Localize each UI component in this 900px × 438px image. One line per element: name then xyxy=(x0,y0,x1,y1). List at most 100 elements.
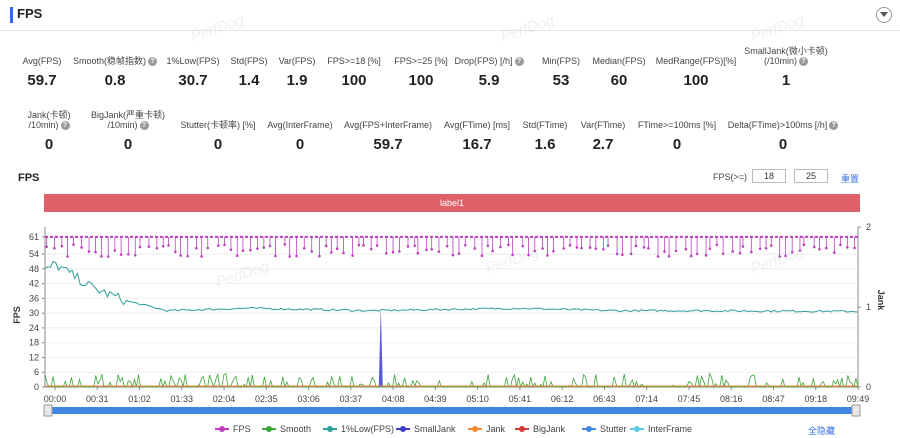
y-tick-label: 36 xyxy=(29,293,39,303)
series-fps-point xyxy=(708,247,712,250)
series-fps-point xyxy=(330,251,333,254)
help-icon[interactable]: ? xyxy=(829,121,839,131)
metric-value: 30.7 xyxy=(178,72,208,89)
x-tick-label: 01:33 xyxy=(171,394,194,404)
metric-var-ftime: Var(FTime) 2.7 xyxy=(543,120,663,153)
x-tick-label: 05:41 xyxy=(509,394,532,404)
series-fps-point xyxy=(642,246,646,249)
header-divider xyxy=(0,30,900,31)
series-fps-point xyxy=(656,255,660,258)
series-fps-point xyxy=(72,243,75,247)
help-icon[interactable]: ? xyxy=(60,121,70,131)
legend-item-smooth[interactable]: Smooth xyxy=(262,424,311,434)
metric-value: 59.7 xyxy=(27,72,57,89)
metric-label: Min(FPS) xyxy=(542,56,580,66)
series-smalljank-spike xyxy=(378,307,383,387)
series-fps-point xyxy=(416,251,420,255)
legend-item-jank[interactable]: Jank xyxy=(468,424,505,434)
metric-value: 0 xyxy=(295,136,305,153)
series-fps-point xyxy=(445,244,449,248)
metric-label: Avg(FPS+InterFrame) xyxy=(343,120,433,130)
series-fps-point xyxy=(398,250,401,253)
series-fps-point xyxy=(812,245,816,249)
time-scrollbar xyxy=(45,407,859,414)
collapse-button[interactable] xyxy=(876,7,892,23)
x-tick-label: 02:35 xyxy=(255,394,278,404)
series-fps-point xyxy=(375,244,379,247)
series-fps-point xyxy=(825,246,828,250)
metric-label: Delta(FTime)>100ms [/h]? xyxy=(723,120,843,131)
series-fps-point xyxy=(113,249,117,252)
series-fps-point xyxy=(342,251,345,255)
metric-label: Avg(InterFrame) xyxy=(267,120,333,130)
x-tick-label: 07:45 xyxy=(678,394,701,404)
legend-item-fps[interactable]: FPS xyxy=(215,424,251,434)
metric-medrange-fps: MedRange(FPS)[%] 100 xyxy=(636,56,756,89)
metric-value: 100 xyxy=(683,72,709,89)
x-tick-label: 00:00 xyxy=(44,394,67,404)
metric-label: MedRange(FPS)[%] xyxy=(655,56,737,66)
reset-link[interactable]: 重置 xyxy=(841,174,860,184)
metric-1-low-fps: 1%Low(FPS) 30.7 xyxy=(133,56,253,89)
metric-value: 1.4 xyxy=(238,72,260,89)
series-fps-point xyxy=(318,254,321,258)
series-fps-point xyxy=(846,246,849,249)
metric-min-fps: Min(FPS) 53 xyxy=(501,56,621,89)
legend-item-stutter[interactable]: Stutter xyxy=(582,424,627,434)
series-fps-point xyxy=(839,243,842,247)
series-fps-point xyxy=(100,255,103,258)
y-tick-label: 42 xyxy=(29,279,39,289)
series-fps-point xyxy=(738,251,742,255)
series-fps-point xyxy=(430,248,433,251)
hide-all-link[interactable]: 全隐藏 xyxy=(808,426,836,436)
series-fps-point xyxy=(580,246,583,250)
metric-label: FTime>=100ms [%] xyxy=(637,120,717,130)
series-fps-point xyxy=(357,243,361,247)
legend-item-bigjank[interactable]: BigJank xyxy=(515,424,565,434)
scrollbar-handle-left xyxy=(43,404,53,417)
label-band-text: label1 xyxy=(439,198,465,208)
series-fps-point xyxy=(179,254,182,257)
series-fps-point xyxy=(491,249,494,253)
metric-label: Stutter(卡顿率) [%] xyxy=(180,120,256,130)
metric-avg-interframe: Avg(InterFrame) 0 xyxy=(240,120,360,153)
y-tick-label: 61 xyxy=(29,232,39,242)
legend-item-smalljank[interactable]: SmallJank xyxy=(396,424,456,434)
metric-value: 1.6 xyxy=(534,136,556,153)
threshold-input-1[interactable] xyxy=(752,169,786,183)
series-fps-point xyxy=(741,245,745,248)
series-fps-point xyxy=(283,243,287,246)
series-fps-point xyxy=(667,254,671,258)
series-fps-point xyxy=(695,252,699,256)
help-icon[interactable]: ? xyxy=(148,57,157,67)
series-fps-point xyxy=(147,245,151,248)
legend-item-1-low-fps-[interactable]: 1%Low(FPS) xyxy=(323,424,394,434)
threshold-input-2[interactable] xyxy=(794,169,828,183)
metric-label: Jank(卡顿) xyxy=(27,110,71,120)
metric-label: Avg(FTime) [ms] xyxy=(443,120,510,130)
help-icon[interactable]: ? xyxy=(799,57,808,67)
metric-value: 60 xyxy=(610,72,628,89)
help-icon[interactable]: ? xyxy=(139,121,149,131)
series-fps-point xyxy=(200,255,203,258)
series-fps-point xyxy=(425,248,428,252)
series-fps-point xyxy=(507,243,510,247)
series-fps-point xyxy=(195,246,198,250)
metric-label: Median(FPS) xyxy=(592,56,646,66)
series-fps-point xyxy=(249,248,252,252)
legend-item-interframe[interactable]: InterFrame xyxy=(630,424,692,434)
series-fps-point xyxy=(369,247,373,251)
series-fps-point xyxy=(138,245,142,249)
metric-fps-18: FPS>=18 [%] 100 xyxy=(294,56,414,89)
metric-label-unit: /10min)? xyxy=(68,120,188,131)
metric-label: Drop(FPS) [/h]? xyxy=(429,56,549,67)
series-fps-point xyxy=(588,246,592,249)
label-band[interactable]: label1 xyxy=(44,194,860,212)
metric-avg-fps: Avg(FPS) 59.7 xyxy=(0,56,102,89)
help-icon[interactable]: ? xyxy=(514,57,524,67)
metric-label: Var(FTime) xyxy=(580,120,626,130)
series-fps-point xyxy=(663,250,666,253)
series-fps-point xyxy=(629,252,633,256)
metric-avg-ftime-ms: Avg(FTime) [ms] 16.7 xyxy=(417,120,537,153)
metric-jank: Jank(卡顿)/10min)? 0 xyxy=(0,110,109,153)
